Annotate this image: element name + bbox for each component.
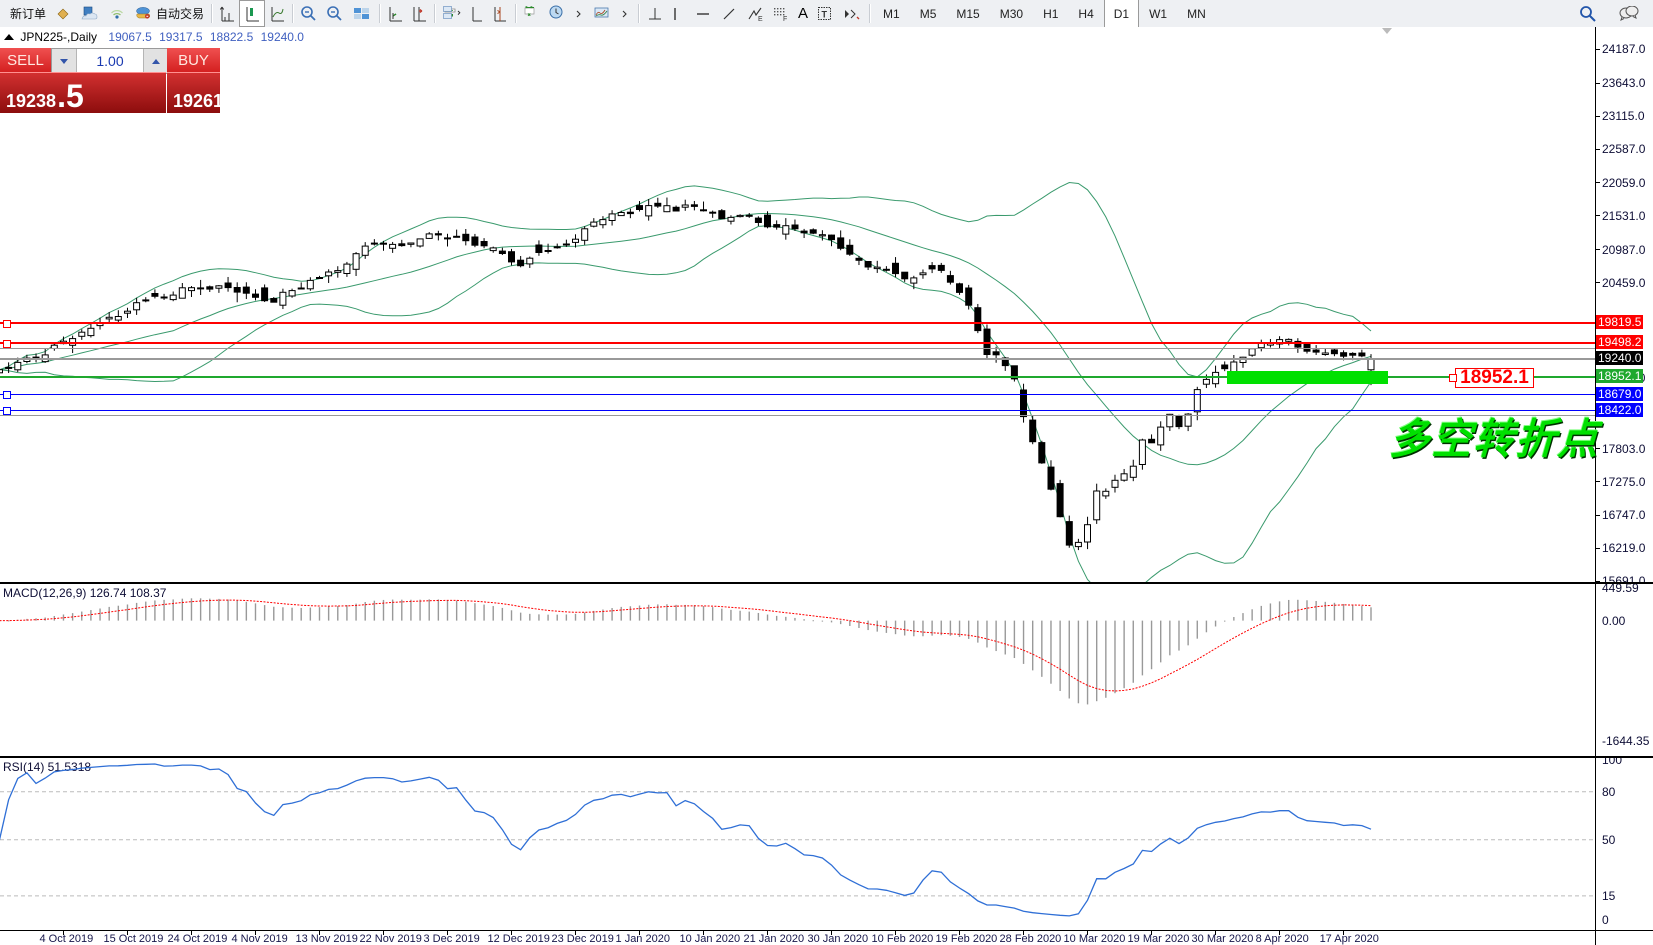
svg-text:E: E [758,16,763,23]
svg-text:F: F [783,16,787,23]
svg-text:T: T [822,9,828,19]
